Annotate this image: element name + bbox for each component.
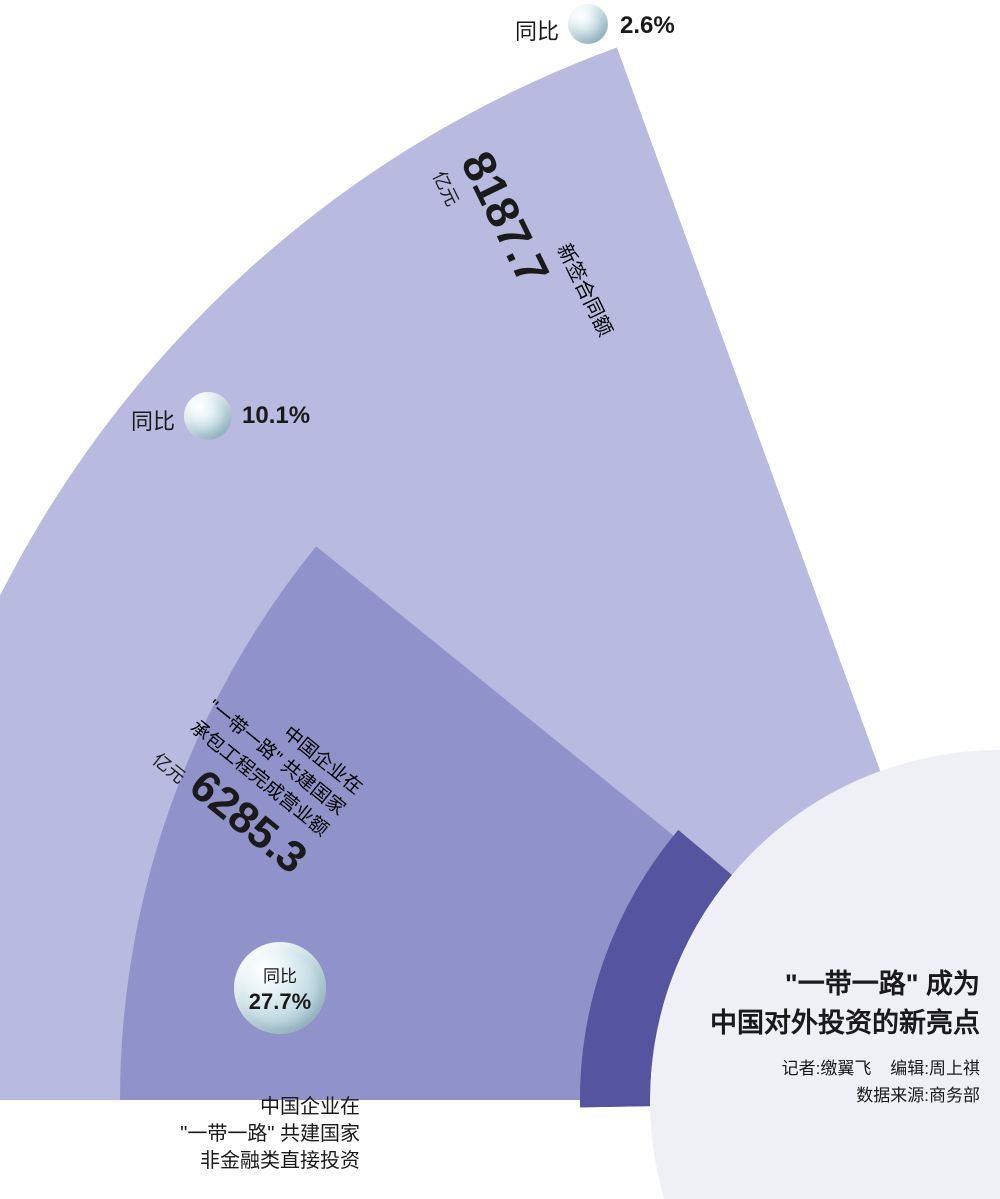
title-block: "一带一路" 成为 中国对外投资的新亮点 记者:缴翼飞 编辑:周上祺 数据来源:… <box>640 962 980 1106</box>
inner-value-block: 1647.1 亿元 <box>395 1096 517 1164</box>
inner-desc: 中国企业在 "一带一路" 共建国家 非金融类直接投资 <box>70 1094 360 1175</box>
inner-yoy-block: 同比 27.7% <box>248 962 312 1015</box>
inner-desc-line-3: 非金融类直接投资 <box>70 1148 360 1175</box>
inner-value: 1647.1 <box>395 1096 517 1141</box>
source-name: 商务部 <box>929 1086 980 1105</box>
pearl-icon <box>184 392 232 440</box>
inner-desc-line-2: "一带一路" 共建国家 <box>70 1121 360 1148</box>
inner-desc-line-1: 中国企业在 <box>70 1094 360 1121</box>
title-line-2: 中国对外投资的新亮点 <box>640 1001 980 1040</box>
source-label: 数据来源: <box>856 1086 929 1105</box>
editor-label: 编辑: <box>890 1059 929 1078</box>
credits-line-2: 数据来源:商务部 <box>640 1081 980 1106</box>
title-line-1: "一带一路" 成为 <box>640 962 980 1001</box>
inner-yoy-label: 同比 <box>248 962 312 987</box>
editor-name: 周上祺 <box>929 1059 980 1078</box>
middle-yoy-label: 同比 <box>131 404 175 436</box>
outer-yoy-value: 2.6% <box>620 12 675 40</box>
reporter-name: 缴翼飞 <box>820 1059 871 1078</box>
middle-yoy-value: 10.1% <box>242 402 310 430</box>
inner-unit: 亿元 <box>395 1139 517 1164</box>
reporter-label: 记者: <box>782 1059 821 1078</box>
pearl-icon <box>568 4 608 44</box>
credits-line-1: 记者:缴翼飞 编辑:周上祺 <box>640 1054 980 1079</box>
outer-yoy-label: 同比 <box>515 14 559 46</box>
inner-yoy-value: 27.7% <box>248 989 312 1015</box>
